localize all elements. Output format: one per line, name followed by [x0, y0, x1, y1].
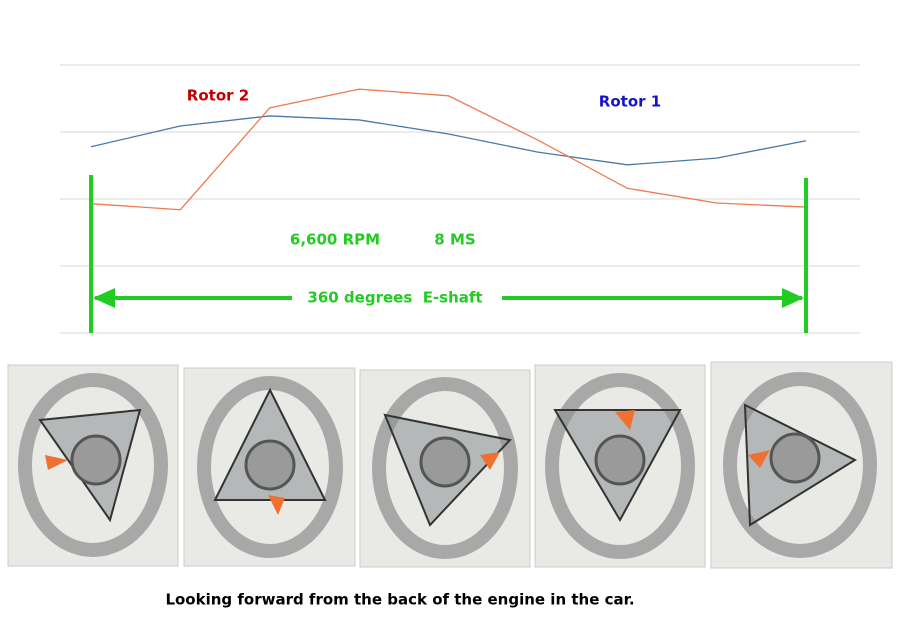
- annotation: 8 MS: [434, 231, 475, 249]
- series-line: [90, 115, 807, 166]
- plot: Rotor 1 Rotor 2 6,600 RPM 8 MS 360 degrees E…: [60, 64, 860, 334]
- arrow-head: [93, 288, 115, 308]
- photo-4: [534, 364, 706, 568]
- photo-5: [710, 361, 893, 569]
- photo-2: [183, 367, 356, 567]
- annotation: 6,600 RPM: [290, 231, 380, 249]
- caption: Looking forward from the back of the eng…: [165, 591, 634, 609]
- series-label: Rotor 2: [187, 87, 249, 105]
- annotation: 360 degrees E-shaft: [307, 289, 482, 307]
- photos: [7, 361, 893, 569]
- photo-1: [7, 364, 179, 567]
- photo-3: [359, 369, 531, 568]
- arrow-head: [782, 288, 804, 308]
- series-line: [90, 88, 807, 211]
- series-label: Rotor 1: [599, 93, 661, 111]
